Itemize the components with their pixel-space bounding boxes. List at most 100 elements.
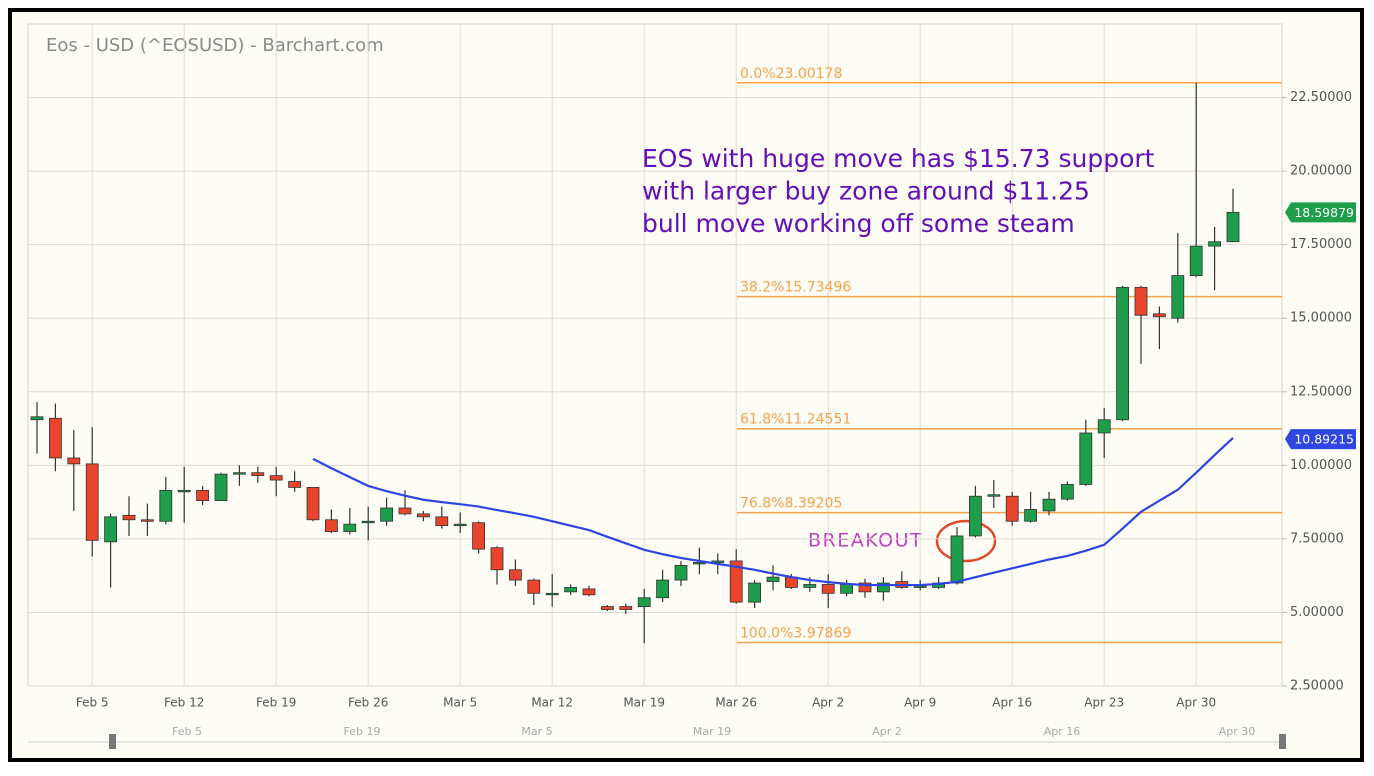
- candle-body: [693, 562, 706, 565]
- candle-body: [435, 516, 449, 527]
- navigator-label: Apr 2: [872, 725, 902, 738]
- candle-body: [324, 519, 338, 532]
- y-tick-label: 20.00000: [1290, 164, 1352, 179]
- last-price-tag: [1285, 202, 1356, 223]
- candle-body: [30, 416, 44, 421]
- candle-body: [269, 475, 283, 481]
- fib-label: 38.2%15.73496: [740, 280, 851, 296]
- candle-body: [637, 597, 651, 607]
- y-tick-label: 17.50000: [1290, 237, 1352, 252]
- candle-body: [969, 495, 982, 537]
- navigator-handle[interactable]: [109, 734, 116, 749]
- candle-body: [85, 463, 99, 541]
- frame: [8, 8, 1364, 762]
- navigator-handle[interactable]: [1279, 734, 1286, 749]
- candle-body: [416, 513, 430, 518]
- candle-body: [656, 579, 669, 599]
- candle-body: [1024, 509, 1037, 522]
- candle-body: [140, 519, 154, 522]
- candle-body: [1153, 313, 1166, 318]
- candle-body: [490, 547, 504, 571]
- fib-label: 100.0%3.97869: [740, 625, 851, 641]
- candle-body: [527, 579, 541, 594]
- candle-body: [343, 523, 357, 532]
- candle-body: [232, 472, 246, 475]
- candle-body: [306, 486, 320, 521]
- candle-body: [380, 507, 394, 522]
- candle-body: [987, 494, 1001, 497]
- candle-body: [361, 520, 375, 524]
- candle-body: [619, 606, 633, 610]
- x-tick-label: Feb 5: [76, 696, 109, 710]
- y-tick-label: 15.00000: [1290, 311, 1352, 326]
- candle-body: [545, 592, 559, 596]
- candle-body: [196, 489, 210, 502]
- candle-body: [1116, 286, 1129, 421]
- candle-body: [1079, 432, 1093, 485]
- candle-body: [877, 582, 890, 593]
- candle-body: [582, 588, 596, 596]
- navigator-label: Mar 19: [693, 725, 731, 738]
- x-tick-label: Apr 23: [1084, 696, 1124, 710]
- candle-body: [803, 584, 817, 588]
- candle-body: [913, 585, 927, 588]
- candle-body: [950, 535, 964, 584]
- candle-body: [1134, 286, 1148, 316]
- candle-body: [251, 472, 265, 477]
- annotation: EOS with huge move has $15.73 support: [642, 144, 1155, 173]
- breakout-label: BREAKOUT: [808, 530, 923, 552]
- candle-body: [122, 514, 136, 521]
- candle-body: [1208, 241, 1221, 247]
- candle-body: [1042, 498, 1056, 512]
- fib-label: 0.0%23.00178: [740, 66, 842, 82]
- y-tick-label: 12.50000: [1290, 384, 1352, 399]
- candle-body: [601, 606, 614, 610]
- x-tick-label: Apr 30: [1176, 696, 1216, 710]
- candle-body: [1097, 419, 1111, 434]
- candle-body: [67, 457, 81, 465]
- x-tick-label: Feb 26: [348, 696, 388, 710]
- candle-body: [748, 582, 761, 603]
- candle-body: [564, 587, 577, 593]
- candle-body: [840, 584, 853, 594]
- annotation: with larger buy zone around $11.25: [642, 177, 1090, 206]
- ma-tag-label: 10.89215: [1294, 432, 1354, 447]
- candle-body: [1061, 484, 1074, 500]
- moving-average: [312, 437, 1234, 587]
- candle-body: [1226, 211, 1240, 243]
- candle-body: [177, 489, 191, 493]
- navigator-label: Apr 16: [1044, 725, 1081, 738]
- navigator-label: Mar 5: [521, 725, 552, 738]
- candle-body: [1189, 245, 1203, 276]
- x-tick-label: Mar 12: [531, 696, 573, 710]
- y-tick-label: 5.00000: [1290, 605, 1344, 620]
- x-tick-label: Apr 2: [812, 696, 844, 710]
- breakout-circle: [935, 519, 997, 563]
- navigator-label: Feb 5: [172, 725, 202, 738]
- x-tick-label: Feb 19: [256, 696, 296, 710]
- candle-body: [453, 523, 467, 527]
- candle-body: [49, 417, 62, 459]
- ma-tag: [1285, 429, 1356, 450]
- fib-label: 61.8%11.24551: [740, 412, 851, 428]
- y-tick-label: 7.50000: [1290, 531, 1344, 546]
- x-tick-label: Apr 9: [904, 696, 936, 710]
- candle-body: [711, 560, 725, 563]
- x-tick-label: Apr 16: [992, 696, 1032, 710]
- candle-body: [858, 582, 872, 593]
- candle-body: [159, 489, 173, 522]
- last-price-tag-label: 18.59879: [1294, 205, 1354, 220]
- candle-body: [1171, 275, 1185, 319]
- navigator-label: Feb 19: [344, 725, 381, 738]
- annotation: bull move working off some steam: [642, 209, 1075, 238]
- navigator-label: Apr 30: [1219, 725, 1256, 738]
- x-tick-label: Mar 26: [715, 696, 757, 710]
- candle-body: [508, 569, 522, 581]
- y-tick-label: 2.50000: [1290, 679, 1344, 694]
- candle-body: [1005, 495, 1019, 522]
- candle-body: [674, 564, 688, 581]
- candle-body: [214, 473, 228, 502]
- y-tick-label: 22.50000: [1290, 90, 1352, 105]
